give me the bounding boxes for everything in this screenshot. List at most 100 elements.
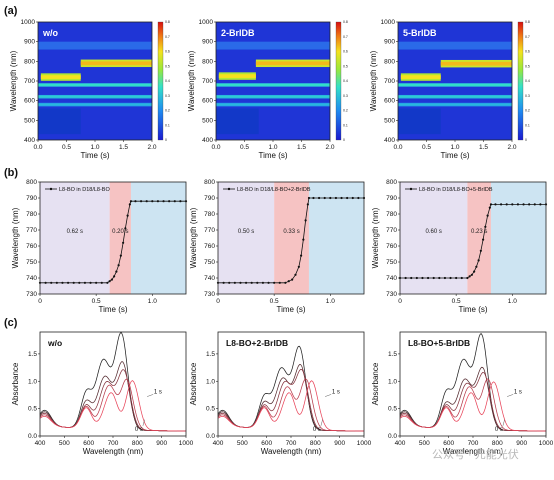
y-tick-label: 0.5 [388, 406, 397, 413]
absorbance-curve [399, 366, 547, 432]
kinetics-point [250, 281, 253, 284]
x-axis-label: Wavelength (nm) [443, 447, 504, 456]
kinetics-point [499, 203, 503, 206]
heatmap-band [398, 95, 512, 98]
colorbar [157, 21, 164, 141]
kinetics-point [244, 281, 248, 284]
kinetics-point [473, 270, 476, 273]
kinetics-frame [399, 181, 547, 295]
kinetics-point [357, 196, 360, 200]
annotation-0s: 0 s [313, 427, 321, 433]
heatmap-band [38, 84, 152, 86]
kinetics-point [72, 281, 75, 284]
heatmap-dark-patch [216, 108, 259, 135]
y-tick-label: 600 [384, 98, 395, 105]
annotation-0s: 0 s [135, 427, 143, 433]
x-tick-label: 1.5 [479, 144, 488, 151]
colorbar-tick-label: 0.5 [165, 64, 170, 68]
kinetics-point [432, 276, 435, 280]
x-axis-label: Time (s) [276, 305, 305, 314]
kinetics-point [294, 273, 297, 276]
absorbance-curve [217, 380, 365, 432]
annotation-1s: 1 s [514, 389, 522, 395]
kinetics-point [83, 281, 87, 284]
kinetics-point [340, 196, 343, 200]
kinetics-point [108, 280, 111, 283]
x-tick-label: 1.0 [268, 144, 277, 151]
absorbance-curve [399, 378, 547, 432]
kinetics-point [267, 281, 270, 284]
x-tick-label: 800 [492, 440, 503, 447]
absorbance-row: 0.0 0.5 1.0 1.5 400 500 600 700 800 900 1000 Wavele… [11, 331, 554, 456]
y-tick-label: 790 [26, 195, 37, 202]
annotation-arrow [320, 419, 323, 426]
x-tick-label: 600 [261, 440, 272, 447]
region-duration-label: 0.20 s [112, 229, 128, 235]
y-axis-label: Wavelength (nm) [11, 207, 20, 268]
kinetics-point [415, 276, 418, 280]
x-tick-label: 400 [395, 440, 406, 447]
y-tick-label: 740 [204, 275, 215, 282]
kinetics-point [494, 203, 497, 206]
kinetics-point [539, 203, 542, 206]
colorbar-tick-label: 0.3 [165, 94, 170, 98]
kinetics-panel: 0.50 s 0.33 s 730 740 750 760 770 780 790 800 0 0.5… [189, 179, 366, 314]
kinetics-point [300, 254, 303, 257]
kinetics-point [126, 214, 129, 217]
x-tick-label: 600 [443, 440, 454, 447]
absorbance-panel: 0.0 0.5 1.0 1.5 400 500 600 700 800 900 1000 Wavele… [371, 331, 554, 456]
absorbance-panel: 0.0 0.5 1.0 1.5 400 500 600 700 800 900 1000 Wavele… [189, 331, 372, 456]
y-tick-label: 800 [204, 179, 215, 186]
y-tick-label: 760 [204, 243, 215, 250]
heatmap-band [38, 95, 152, 98]
kinetics-point [115, 270, 118, 273]
kinetics-point [489, 203, 493, 206]
kinetics-frame [39, 181, 187, 295]
kinetics-point [128, 203, 131, 206]
kinetics-point [222, 281, 225, 284]
heatmap-band [40, 75, 81, 79]
kinetics-region [308, 182, 364, 294]
y-tick-label: 770 [386, 227, 397, 234]
kinetics-point [233, 281, 236, 284]
kinetics-point [468, 275, 471, 278]
colorbar-tick-label: 0.1 [525, 123, 530, 127]
legend-marker [49, 187, 53, 191]
annotation-1s: 1 s [154, 389, 162, 395]
y-tick-label: 1000 [21, 19, 36, 26]
x-tick-label: 500 [237, 440, 248, 447]
y-tick-label: 0.5 [206, 406, 215, 413]
panel-letter-b: (b) [4, 167, 18, 179]
x-tick-label: 1000 [539, 440, 554, 447]
y-tick-label: 730 [26, 291, 37, 298]
kinetics-point [273, 281, 276, 284]
colorbar-tick-label: 0.4 [525, 79, 530, 83]
y-tick-label: 800 [384, 58, 395, 65]
kinetics-point [297, 265, 300, 268]
x-axis-label: Time (s) [440, 151, 469, 160]
kinetics-point [410, 276, 413, 280]
region-duration-label: 0.62 s [67, 229, 83, 235]
y-tick-label: 900 [24, 39, 35, 46]
x-tick-label: 0 [398, 298, 402, 305]
colorbar-tick-label: 0.5 [525, 64, 530, 68]
kinetics-panel: 0.60 s 0.23 s 730 740 750 760 770 780 790 800 0 0.5… [371, 179, 548, 314]
kinetics-region [40, 182, 110, 294]
y-axis-label: Wavelength (nm) [369, 50, 378, 111]
panel-letter-c: (c) [4, 317, 18, 329]
kinetics-point [312, 196, 315, 200]
y-tick-label: 400 [24, 137, 35, 144]
kinetics-point [438, 276, 441, 280]
y-tick-label: 780 [204, 211, 215, 218]
heatmap-panel: 400 500 600 700 800 900 1000 0.0 0.5 1.0 1.5 2.0 Tim… [369, 19, 530, 160]
kinetics-point [482, 238, 485, 241]
y-tick-label: 900 [202, 39, 213, 46]
kinetics-point [106, 281, 109, 284]
absorbance-title: w/o [47, 338, 62, 348]
heatmap-label: 2-BrIDB [221, 28, 255, 38]
heatmap-dark-patch [38, 108, 81, 135]
y-tick-label: 760 [386, 243, 397, 250]
kinetics-point [323, 196, 326, 200]
y-tick-label: 790 [204, 195, 215, 202]
y-tick-label: 770 [204, 227, 215, 234]
